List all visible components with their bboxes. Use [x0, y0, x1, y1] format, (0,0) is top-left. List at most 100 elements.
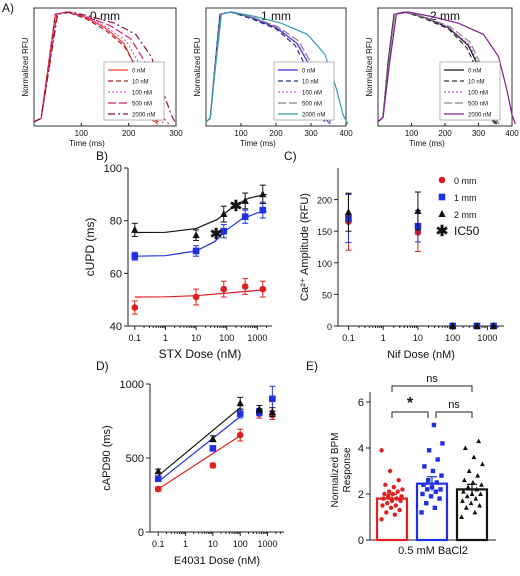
series-line [377, 11, 499, 125]
series-line [377, 11, 516, 125]
y-tick-label: 100 [104, 163, 122, 175]
data-point [220, 210, 228, 218]
panel-a-title: 0 mm [90, 9, 120, 23]
legend-label: 0 nM [302, 69, 315, 75]
data-point [386, 489, 392, 494]
x-tick-label: 1000 [258, 539, 278, 549]
x-axis-label: Time (ms) [69, 139, 105, 148]
data-point [236, 410, 244, 417]
legend-label: 2000 nM [302, 113, 325, 119]
x-tick-label: 300 [304, 129, 318, 138]
x-axis-label: Time (ms) [409, 139, 445, 148]
data-point [379, 448, 384, 453]
legend-label: 100 nM [468, 91, 488, 97]
y-tick-label: 40 [110, 321, 122, 333]
data-point [422, 464, 427, 469]
x-tick-label: 1 [163, 333, 168, 343]
y-axis-label: Normalized RFU [21, 37, 30, 96]
y-tick-label: 0 [358, 535, 364, 547]
legend-label: 0 nM [132, 69, 145, 75]
data-point [397, 507, 402, 513]
data-point [479, 482, 484, 487]
data-point [460, 498, 465, 503]
data-point [131, 252, 139, 260]
legend-label: 10 nM [132, 80, 149, 86]
data-point [255, 405, 263, 413]
panel-a-title: 1 mm [261, 9, 291, 23]
data-point [470, 479, 476, 485]
legend-box [439, 61, 501, 121]
data-point [461, 489, 466, 494]
data-point [465, 484, 471, 490]
x-tick-label: 10 [191, 333, 201, 343]
panel-a-plot-3: 2 mm Normalized RFU Time (ms)100 200 300 400 0… [365, 7, 519, 148]
data-point [428, 494, 434, 499]
data-point [399, 494, 404, 499]
legend-label: 1 mm [454, 193, 477, 203]
data-point [414, 207, 422, 214]
data-point [259, 190, 267, 198]
data-point [426, 478, 431, 483]
ic50-marker: ✱ [230, 198, 243, 215]
x-tick-label: 400 [505, 129, 519, 138]
legend-marker [438, 210, 446, 217]
fit-curve [157, 435, 241, 490]
data-point [438, 487, 443, 492]
y-axis-label: Normalized BPMResponse [330, 432, 353, 507]
legend-label: 10 nM [468, 80, 485, 86]
data-point [426, 448, 432, 453]
y-tick-label: 200 [317, 196, 332, 206]
data-point [268, 408, 276, 416]
panel-d-plot: 0 500 1000 0.1 1 10 100 1000 E4031 Dose (nM) cAPD… [101, 379, 284, 567]
y-axis-label: Normalized RFU [193, 37, 202, 96]
x-tick-label: 1000 [477, 333, 497, 343]
y-axis-label: cAPD90 (ms) [101, 425, 113, 490]
legend-label: 500 nM [132, 102, 152, 108]
x-tick-label: 0.1 [342, 333, 355, 343]
data-point [209, 445, 217, 452]
data-point [192, 247, 200, 255]
ic50-marker: ✱ [210, 226, 223, 243]
data-point [387, 468, 393, 474]
data-point [439, 473, 444, 478]
data-point [131, 225, 139, 233]
data-point [463, 505, 469, 510]
significance-label: ns [448, 399, 460, 411]
data-point [381, 496, 386, 501]
x-tick-label: 100 [75, 129, 89, 138]
data-point [437, 496, 442, 501]
legend-label: 2000 nM [468, 113, 491, 119]
y-axis-label: cUPD (ms) [83, 218, 97, 277]
panel-b-plot: 40 60 80 100 0.1 1 10 100 1000 STX Dose (nM) cUPD … [83, 163, 272, 361]
x-tick-label: 0.1 [152, 539, 165, 549]
data-point [464, 493, 470, 499]
data-point [389, 498, 395, 504]
y-tick-label: 500 [126, 453, 144, 465]
x-tick-label: 100 [234, 129, 248, 138]
data-point [344, 208, 353, 216]
y-axis-label: Normalized RFU [365, 37, 374, 96]
data-point [192, 293, 200, 301]
legend-label: 0 nM [468, 69, 481, 75]
panel-label-e: E) [306, 359, 318, 373]
data-point [472, 509, 478, 515]
data-point [220, 227, 228, 235]
significance-label: * [407, 395, 414, 412]
y-tick-label: 150 [317, 227, 332, 237]
data-point [434, 480, 439, 485]
y-tick-label: 1000 [120, 379, 144, 391]
data-point [385, 501, 390, 506]
data-point [220, 285, 228, 293]
x-tick-label: 1 [183, 539, 188, 549]
data-point [390, 491, 396, 497]
data-point [236, 431, 244, 439]
legend-box [103, 61, 165, 121]
bar [455, 488, 489, 542]
y-tick-label: 2 [358, 489, 364, 501]
data-point [469, 491, 475, 496]
data-point [241, 213, 249, 221]
y-axis-label: Ca²⁺ Amplitude (RFU) [299, 193, 311, 301]
fit-curve [157, 416, 241, 483]
legend-label: 100 nM [302, 91, 322, 97]
